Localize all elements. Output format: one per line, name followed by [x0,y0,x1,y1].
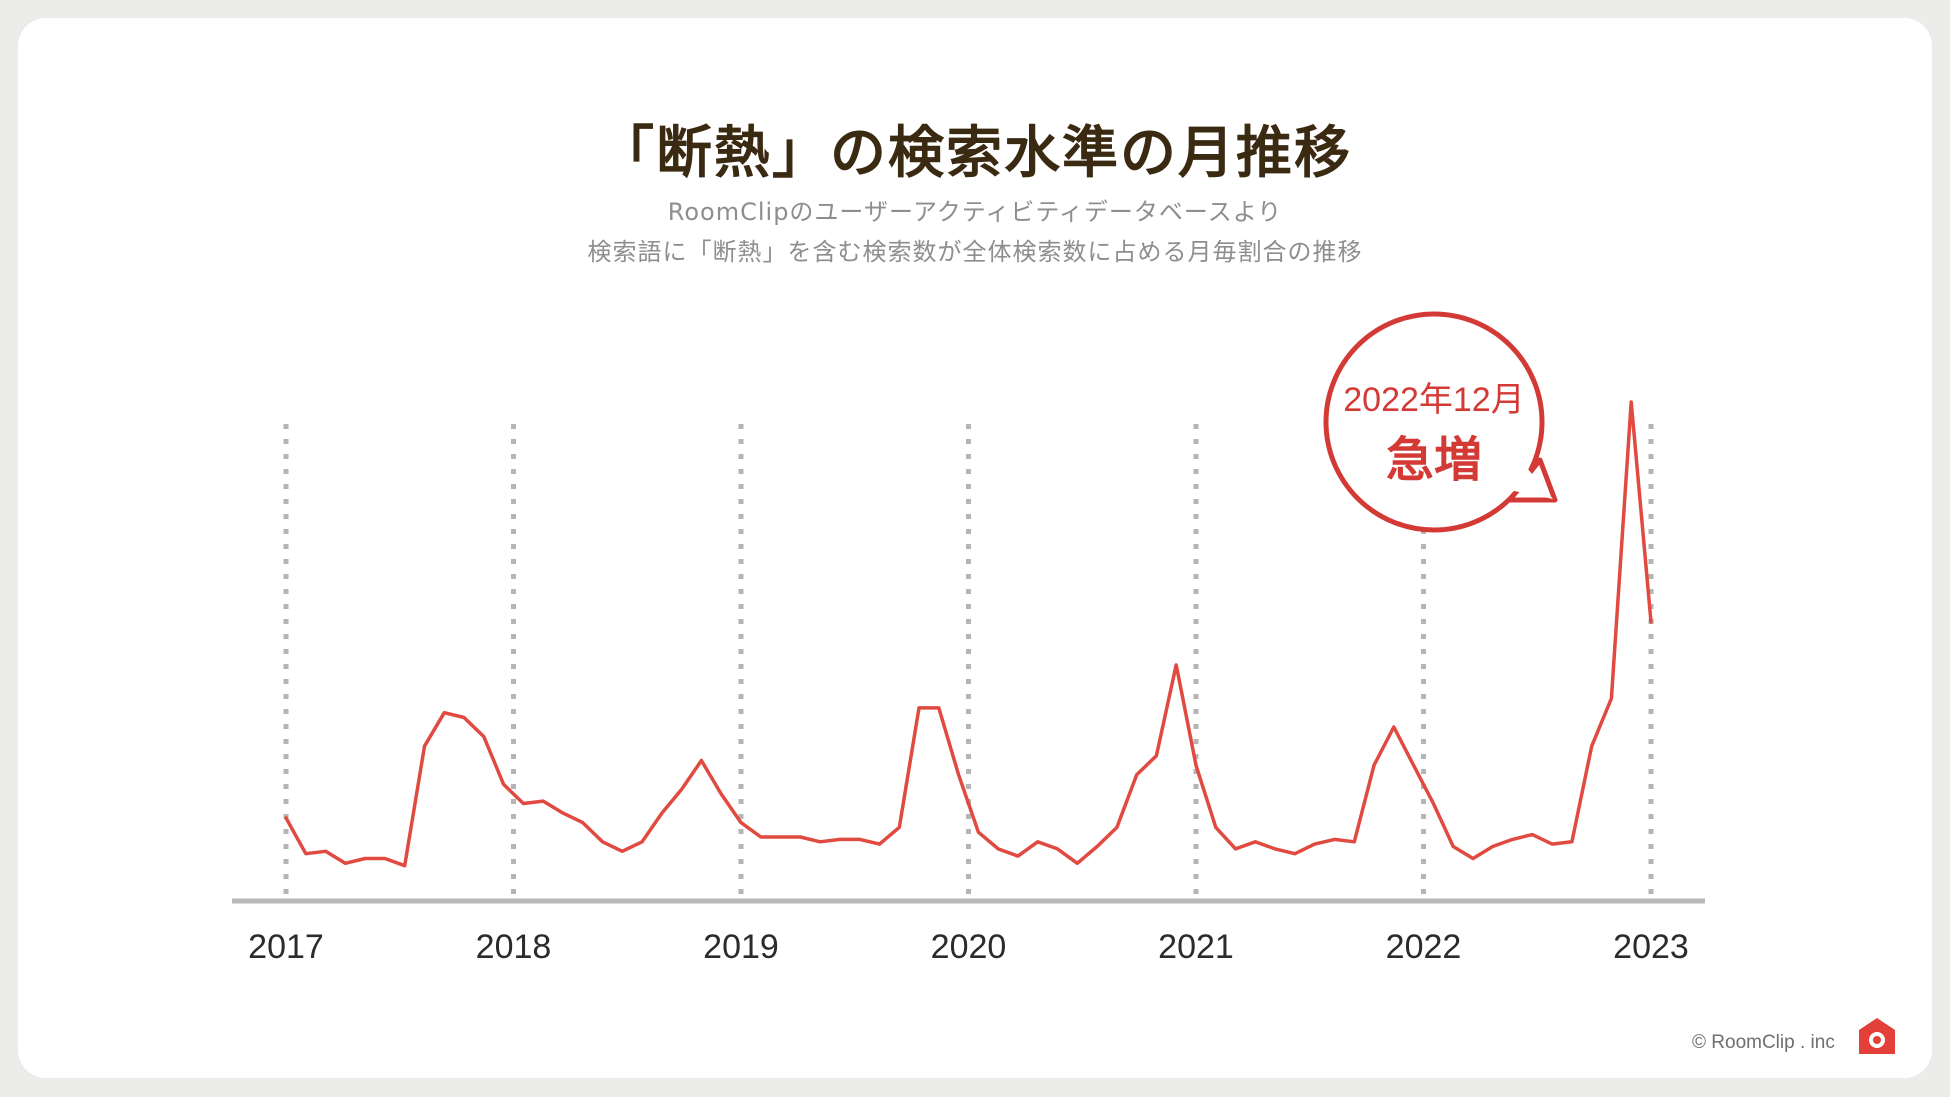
x-tick-label: 2022 [1386,928,1462,966]
callout-surge-label: 急増 [1385,432,1482,488]
x-tick-label: 2017 [248,928,324,966]
copyright-text: © RoomClip . inc [1692,1032,1835,1053]
x-tick-label: 2018 [476,928,552,966]
roomclip-logo-icon [1859,1018,1895,1054]
x-tick-labels: 2017 2018 2019 2020 2021 2022 2023 [248,928,1689,966]
chart-title: 「断熱」の検索水準の月推移 [598,121,1352,186]
x-tick-label: 2019 [703,928,779,966]
subtitle-source: RoomClipのユーザーアクティビティデータベースより [667,198,1283,226]
subtitle-description: 検索語に「断熱」を含む検索数が全体検索数に占める月毎割合の推移 [587,238,1363,266]
series-line [284,400,1653,868]
callout-bubble [1323,311,1558,533]
x-tick-label: 2021 [1158,928,1234,966]
x-tick-label: 2020 [931,928,1007,966]
x-tick-label: 2023 [1613,928,1689,966]
callout-period-label: 2022年12月 [1343,381,1525,419]
